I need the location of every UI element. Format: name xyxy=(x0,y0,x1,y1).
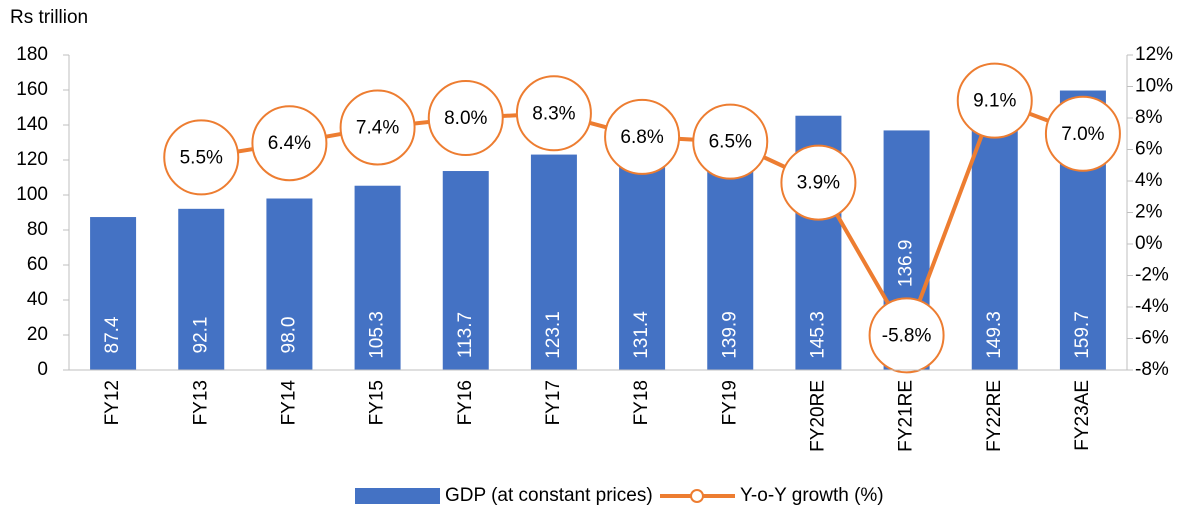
bar-label: 113.7 xyxy=(455,312,476,358)
bar-label: 159.7 xyxy=(1072,311,1093,359)
bar-label: 105.3 xyxy=(367,311,388,359)
data-label: 7.4% xyxy=(356,117,399,138)
data-label: 7.0% xyxy=(1061,124,1104,145)
y-tick-label: 40 xyxy=(27,289,48,310)
y2-tick-label: -4% xyxy=(1135,296,1169,317)
y-tick-label: 160 xyxy=(16,79,48,100)
data-label: 6.4% xyxy=(268,133,311,154)
data-label: 5.5% xyxy=(180,147,223,168)
x-tick-label: FY23AE xyxy=(1072,380,1093,451)
x-tick-label: FY17 xyxy=(543,380,564,425)
legend-marker xyxy=(690,489,704,503)
bar-label: 123.1 xyxy=(543,311,564,359)
x-tick-label: FY18 xyxy=(631,380,652,425)
data-label: 8.3% xyxy=(532,103,575,124)
y2-tick-label: 2% xyxy=(1135,202,1163,223)
bar xyxy=(354,185,401,370)
point-label-bubble xyxy=(956,62,1033,139)
bar-label: 149.3 xyxy=(984,311,1005,359)
bar xyxy=(90,217,137,370)
y2-tick-label: -6% xyxy=(1135,328,1169,349)
x-tick-label: FY13 xyxy=(190,380,211,425)
bar xyxy=(619,140,666,370)
point-label-bubble xyxy=(427,80,504,156)
data-label: 6.5% xyxy=(709,132,752,153)
bar xyxy=(266,198,313,370)
data-label: 8.0% xyxy=(444,108,487,129)
y-tick-label: 120 xyxy=(16,149,48,170)
point-label-bubble xyxy=(1044,95,1121,172)
legend-swatch xyxy=(355,488,440,504)
y2-tick-label: -8% xyxy=(1135,359,1169,380)
y-tick-label: 60 xyxy=(27,254,48,275)
bar xyxy=(442,171,489,370)
bar-label: 131.4 xyxy=(631,311,652,359)
data-label: -5.8% xyxy=(882,325,932,346)
y-tick-label: 100 xyxy=(16,184,48,205)
bar xyxy=(530,154,577,370)
bar-label: 92.1 xyxy=(190,317,211,354)
bar-label: 87.4 xyxy=(102,316,123,353)
y-tick-label: 20 xyxy=(27,324,48,345)
data-label: 6.8% xyxy=(620,127,663,148)
bar-label: 145.3 xyxy=(807,311,828,359)
point-label-bubble xyxy=(251,105,328,182)
y2-tick-label: -2% xyxy=(1135,265,1169,286)
x-tick-label: FY19 xyxy=(719,380,740,425)
x-tick-label: FY12 xyxy=(102,380,123,425)
x-tick-label: FY16 xyxy=(455,380,476,425)
point-label-bubble xyxy=(339,89,416,166)
y2-tick-label: 0% xyxy=(1135,233,1163,254)
bar xyxy=(971,108,1018,370)
x-tick-label: FY15 xyxy=(367,380,388,425)
x-tick-label: FY22RE xyxy=(984,380,1005,452)
y-tick-label: 140 xyxy=(16,114,48,135)
point-label-bubble xyxy=(163,119,240,196)
y2-tick-label: 8% xyxy=(1135,107,1163,128)
y-tick-label: 80 xyxy=(27,219,48,240)
y2-tick-label: 6% xyxy=(1135,139,1163,160)
y-tick-label: 0 xyxy=(37,359,48,380)
point-label-bubble xyxy=(780,144,857,221)
bar-label: 98.0 xyxy=(278,317,299,354)
data-label: 9.1% xyxy=(973,91,1016,112)
y2-tick-label: 10% xyxy=(1135,76,1173,97)
bar-label: 139.9 xyxy=(719,311,740,359)
x-tick-label: FY20RE xyxy=(807,380,828,452)
data-label: 3.9% xyxy=(797,173,840,194)
y-tick-label: 180 xyxy=(16,44,48,65)
y2-tick-label: 12% xyxy=(1135,44,1173,65)
point-label-bubble xyxy=(692,103,769,180)
legend-label: GDP (at constant prices) xyxy=(445,485,653,506)
point-label-bubble xyxy=(868,297,945,374)
x-tick-label: FY21RE xyxy=(896,380,917,452)
point-label-bubble xyxy=(604,98,681,175)
point-label-bubble xyxy=(515,75,592,152)
bar xyxy=(178,208,225,370)
y2-tick-label: 4% xyxy=(1135,170,1163,191)
legend-label: Y-o-Y growth (%) xyxy=(740,485,884,506)
y-axis-label: Rs trillion xyxy=(10,7,88,28)
bar-label: 136.9 xyxy=(896,240,917,288)
x-tick-label: FY14 xyxy=(278,380,299,426)
